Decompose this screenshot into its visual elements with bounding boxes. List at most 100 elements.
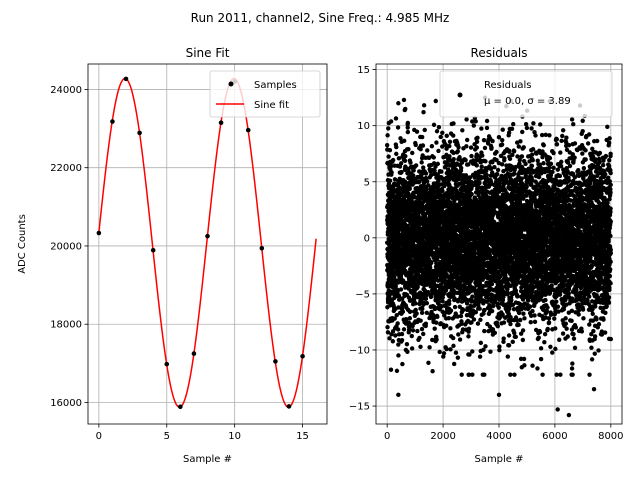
residual-point [455,355,461,360]
sine-fit-legend-box [209,70,321,118]
residual-point [407,316,413,321]
residual-point [451,361,457,367]
sample-point [110,119,115,124]
residual-point [414,311,419,316]
residual-point [423,321,429,326]
residual-point [392,177,398,182]
residual-point [429,143,435,149]
residual-point [403,153,408,159]
residual-point [520,337,526,343]
residual-point [477,354,483,359]
sample-point [164,361,170,367]
residual-point [495,324,500,329]
residual-point [435,161,441,167]
residual-point [435,255,440,260]
residual-point [410,150,415,156]
residual-point [441,351,447,356]
sine-fit-xtick-label: 5 [164,431,170,442]
residual-point [448,308,454,313]
residual-point [519,154,525,159]
residual-point [406,147,411,152]
residual-point [481,137,487,143]
residual-point [430,337,435,343]
residual-point [405,125,410,130]
sine-fit-legend: Samples Sine fit [209,70,321,118]
residual-point [446,315,452,321]
residual-point [512,372,517,377]
residual-point [427,265,433,270]
residual-point [394,151,399,157]
residual-point [413,301,418,306]
residual-point [405,349,410,354]
residual-point [385,324,390,330]
residual-point [458,313,464,319]
residual-point [518,139,523,144]
residual-point [475,135,480,141]
residual-point [439,169,444,174]
residual-point [404,273,409,278]
sample-point [123,76,129,82]
residual-point [451,121,456,126]
residual-point [409,333,414,339]
residual-point [393,116,399,121]
residual-point [403,106,408,112]
residual-point [440,299,445,304]
residual-point [435,172,440,177]
figure-suptitle: Run 2011, channel2, Sine Freq.: 4.985 MH… [191,11,450,25]
residual-point [461,307,466,313]
residual-point [451,133,456,138]
residual-point [489,145,494,150]
residual-point [396,342,401,347]
residual-point [477,180,482,186]
residual-point [514,182,519,187]
residual-point [501,320,507,325]
residual-point [473,310,479,315]
residual-point [506,130,512,135]
residual-point [419,134,425,140]
residual-point [424,301,430,306]
sample-point [273,359,278,364]
residual-point [482,145,488,151]
residual-point [457,155,462,160]
residual-point [470,349,475,354]
residual-point [420,143,426,148]
residual-point [474,139,480,145]
sample-point [259,246,265,251]
residual-point [456,332,461,337]
residual-point [511,121,516,127]
residual-point [431,155,436,160]
residual-point [402,158,408,164]
residual-point [470,372,475,377]
residual-point [434,129,440,134]
residual-point [444,133,449,139]
residual-point [394,312,399,318]
residual-point [471,249,477,254]
residual-point [390,157,396,163]
residual-point [431,122,437,128]
residual-point [387,336,392,341]
residual-point [413,163,419,168]
residual-point [497,344,502,349]
residual-point [465,137,470,143]
residual-point [430,369,435,374]
sample-point [286,404,292,409]
residual-point [396,353,401,358]
residual-point [508,321,513,327]
residual-point [482,328,487,334]
residual-point [409,346,415,351]
sample-point [150,247,156,253]
residual-point [470,294,475,299]
residual-point [471,123,476,128]
residual-point [388,163,394,168]
residual-point [421,103,427,108]
residual-point [466,334,471,339]
residual-point [499,162,505,167]
residual-point [478,317,483,323]
residual-point [398,287,404,292]
residual-point [426,360,431,366]
sine-fit-samples-group [96,76,305,410]
residual-point [400,361,405,367]
residual-point [423,171,429,176]
